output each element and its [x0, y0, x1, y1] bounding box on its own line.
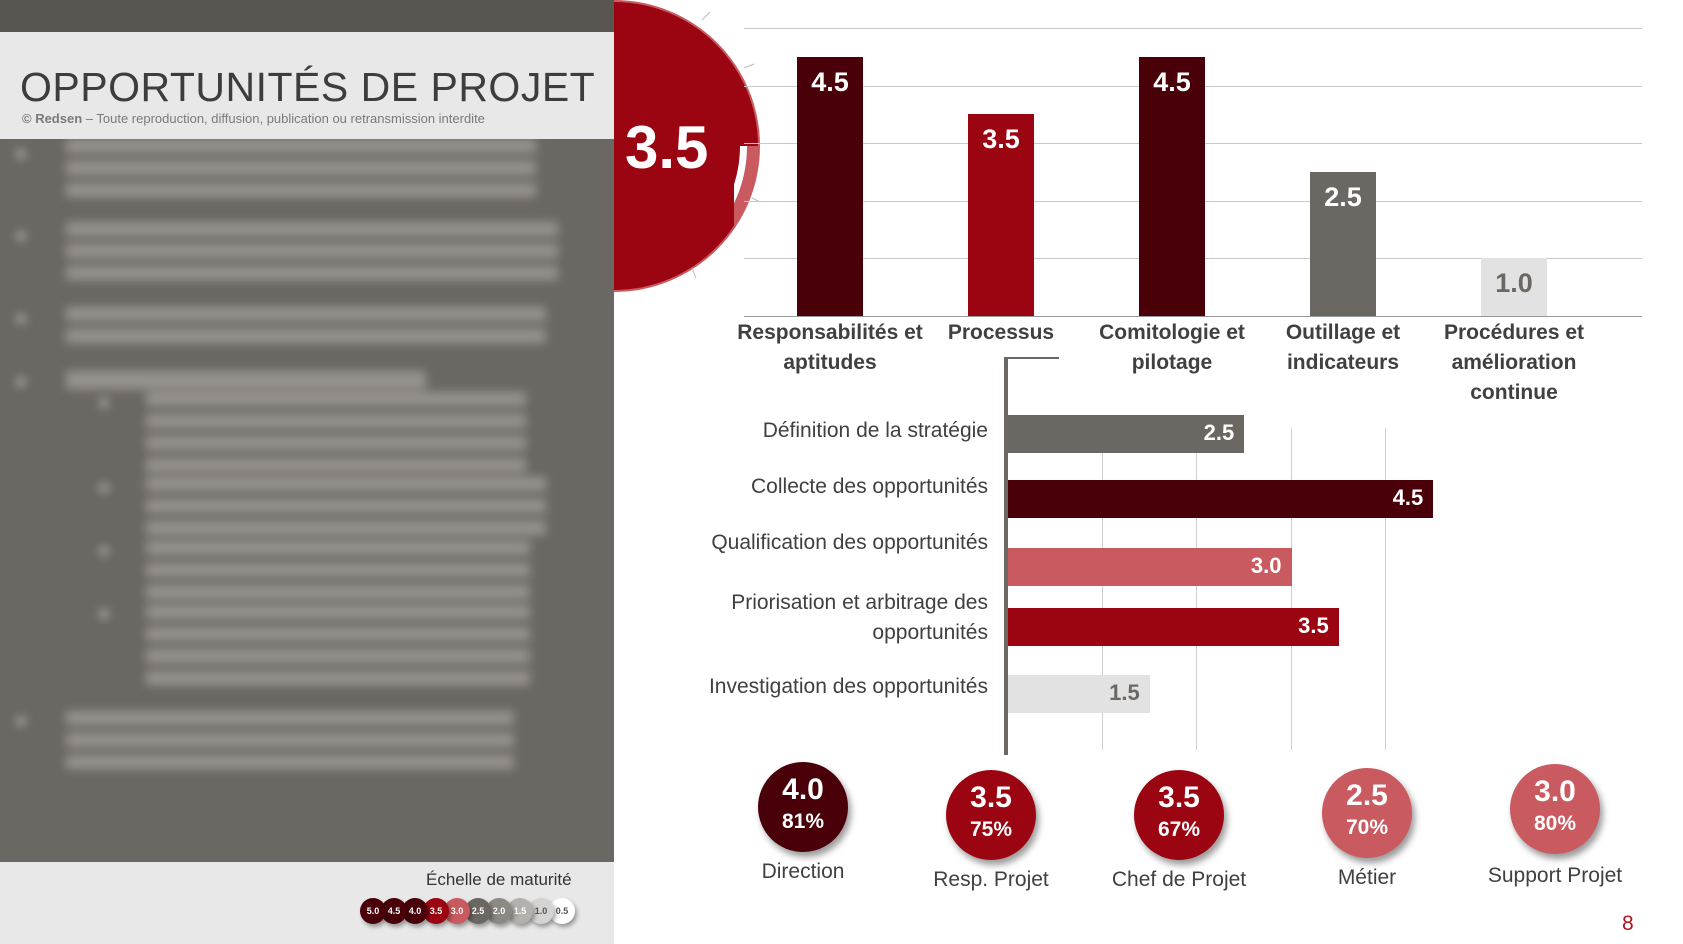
- category-label: Définition de la stratégie: [762, 419, 988, 442]
- bar-value-label: 1.0: [1495, 268, 1533, 299]
- category-label-line: amélioration: [1451, 351, 1577, 374]
- category-label-line: Priorisation et arbitrage des: [731, 591, 988, 614]
- bar-0: [797, 56, 863, 316]
- bar-value-label: 2.5: [1203, 420, 1235, 445]
- page-number: 8: [1622, 912, 1634, 935]
- category-label: Priorisation et arbitrage des opportunité…: [731, 588, 988, 648]
- stakeholder-circle: 3.0 80%: [1510, 764, 1600, 854]
- stakeholder-percent: 81%: [781, 810, 825, 833]
- stakeholder-percent: 70%: [1345, 816, 1389, 839]
- category-label-line: pilotage: [1131, 351, 1213, 374]
- category-label-line: Procédures et: [1443, 321, 1585, 344]
- stakeholder-circle: 3.5 75%: [946, 770, 1036, 860]
- bar-1: [968, 114, 1034, 316]
- stakeholder-score: 2.5: [1346, 779, 1388, 812]
- category-label-line: Comitologie et: [1099, 321, 1245, 344]
- stakeholder-percent: 67%: [1157, 818, 1201, 841]
- blurred-text-panel: [0, 139, 614, 862]
- bar-value-label: 4.5: [811, 66, 849, 97]
- page-title: OPPORTUNITÉS DE PROJET: [20, 64, 596, 110]
- gridline: [744, 316, 1642, 317]
- value-axis: [1004, 357, 1008, 755]
- gridline: [1290, 428, 1292, 750]
- category-label: Collecte des opportunités: [751, 475, 988, 498]
- category-label: Responsabilités et aptitudes: [735, 318, 925, 378]
- scale-level-dot: 3.5: [423, 898, 449, 924]
- category-label-line: Outillage et: [1285, 321, 1401, 344]
- bar-value-label: 2.5: [1324, 182, 1362, 212]
- ring-tick: [701, 11, 711, 21]
- category-label-line: continue: [1470, 381, 1558, 404]
- category-bar-chart: 4.5 Responsabilités et aptitudes 3.5 Process…: [0, 0, 1683, 420]
- bar-2: [1139, 56, 1205, 316]
- category-label: Processus: [906, 318, 1096, 348]
- stakeholder-percent: 80%: [1533, 812, 1577, 835]
- bar-4: 1.5: [1008, 675, 1150, 713]
- category-label: Procédures et amélioration continue: [1419, 318, 1609, 408]
- category-label-line: Responsabilités et: [737, 321, 923, 344]
- maturity-scale-legend: 5.0 4.5 4.0 3.5 3.0 2.5 2.0 1.5 1.0 0.5: [360, 898, 600, 928]
- gridline: [1196, 428, 1197, 750]
- stakeholder-circle: 4.0 81%: [758, 762, 848, 852]
- category-label-line: aptitudes: [783, 351, 877, 374]
- stakeholder-score: 3.5: [1158, 781, 1200, 814]
- bar-value-label: 4.5: [1153, 66, 1191, 97]
- bar-value-label: 3.5: [982, 124, 1020, 155]
- category-label: Comitologie et pilotage: [1077, 318, 1267, 378]
- stakeholder-name: Resp. Projet: [933, 868, 1049, 891]
- bar-1: 4.5: [1008, 480, 1434, 518]
- overall-score-value: 3.5: [625, 114, 709, 181]
- stakeholder-name: Support Projet: [1487, 864, 1623, 887]
- ring-tick: [691, 267, 697, 279]
- bar-value-label: 4.5: [1392, 485, 1424, 510]
- title-header: [0, 32, 614, 139]
- bar-0: 2.5: [1008, 415, 1245, 453]
- category-label: Qualification des opportunités: [711, 531, 988, 554]
- category-label-line: Processus: [947, 321, 1055, 344]
- scale-level-dot: 0.5: [549, 898, 575, 924]
- stakeholder-percent: 75%: [969, 818, 1013, 841]
- blurred-content: [0, 139, 614, 862]
- stakeholder-name: Métier: [1337, 866, 1397, 889]
- stakeholder-score: 3.5: [970, 781, 1012, 814]
- category-label: Outillage et indicateurs: [1248, 318, 1438, 378]
- stakeholder-name: Direction: [761, 860, 845, 883]
- stakeholder-scores: 4.0 81% Direction 3.5 75% Resp. Projet 3.5 67% C…: [0, 750, 1683, 910]
- overall-score-ring: [614, 0, 761, 292]
- stakeholder-score: 3.0: [1534, 775, 1576, 808]
- stakeholder-name: Chef de Projet: [1111, 868, 1247, 891]
- stakeholder-circle: 3.5 67%: [1134, 770, 1224, 860]
- stakeholder-circle: 2.5 70%: [1322, 768, 1412, 858]
- category-label-line: opportunités: [872, 621, 988, 644]
- ring-tick: [743, 63, 755, 69]
- gridline: [744, 28, 1642, 29]
- gridline: [1385, 428, 1386, 750]
- category-label-line: indicateurs: [1286, 351, 1400, 374]
- axis-cap: [1004, 357, 1059, 359]
- bar-value-label: 3.5: [1298, 613, 1329, 638]
- bar-4: [1481, 258, 1547, 316]
- bar-value-label: 3.0: [1250, 553, 1282, 578]
- bar-2: 3.0: [1008, 548, 1292, 586]
- copyright-text: – Toute reproduction, diffusion, publica…: [82, 111, 485, 126]
- scale-level-dot: 5.0: [360, 898, 386, 924]
- maturity-scale-label: Échelle de maturité: [426, 870, 572, 889]
- subcategory-bar-chart: 2.5 Définition de la stratégie 4.5 Collecte…: [0, 340, 1683, 755]
- left-top-bar: [0, 0, 614, 32]
- category-label: Investigation des opportunités: [708, 675, 988, 698]
- stakeholder-score: 4.0: [782, 773, 824, 806]
- copyright-brand: © Redsen: [22, 111, 83, 126]
- gridline: [1101, 428, 1103, 750]
- bar-3: 3.5: [1008, 608, 1339, 646]
- bar-3: [1310, 172, 1376, 316]
- bar-value-label: 1.5: [1109, 680, 1140, 705]
- copyright-note: © Redsen – Toute reproduction, diffusion…: [22, 111, 485, 126]
